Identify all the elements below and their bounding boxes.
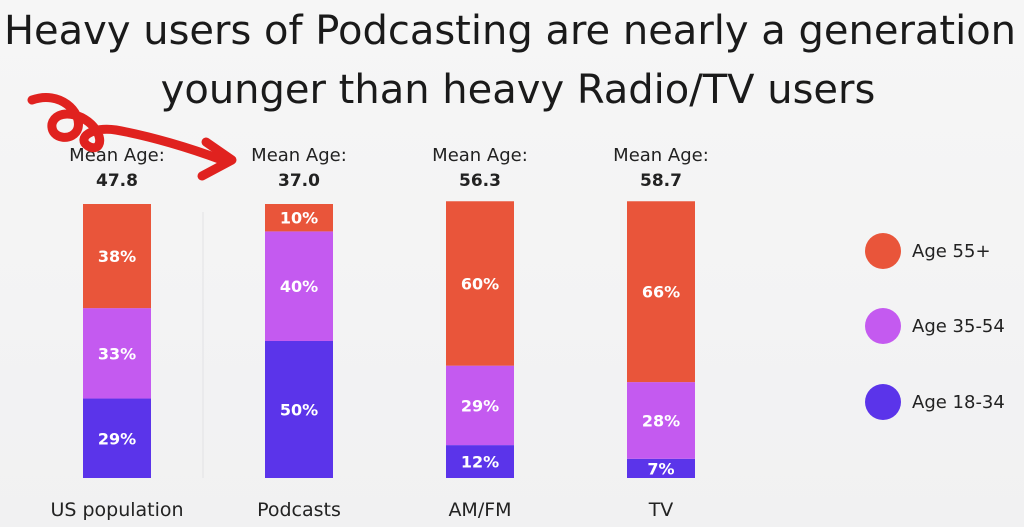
data-label-us-population-age-55: 38% xyxy=(98,247,136,266)
bar-segment-podcasts-age-35-54 xyxy=(265,231,333,341)
data-label-podcasts-age-35-54: 40% xyxy=(280,277,318,296)
bar-segment-podcasts-age-18-34 xyxy=(265,341,333,478)
category-label-podcasts: Podcasts xyxy=(257,499,341,521)
data-label-podcasts-age-18-34: 50% xyxy=(280,401,318,420)
legend-label-age-18-34: Age 18-34 xyxy=(912,392,1005,413)
legend-label-age-55: Age 55+ xyxy=(912,241,991,262)
data-label-tv-age-35-54: 28% xyxy=(642,411,680,430)
mean-age-label-us-population: Mean Age: xyxy=(69,145,165,166)
bar-segment-am-fm-age-55 xyxy=(446,201,514,366)
chart-title-line-2: younger than heavy Radio/TV users xyxy=(160,67,876,113)
bar-segment-us-population-age-18-34 xyxy=(83,398,151,478)
mean-age-value-podcasts: 37.0 xyxy=(278,171,320,191)
mean-age-value-tv: 58.7 xyxy=(640,171,682,191)
mean-age-label-podcasts: Mean Age: xyxy=(251,145,347,166)
data-label-us-population-age-35-54: 33% xyxy=(98,344,136,363)
bar-segment-us-population-age-35-54 xyxy=(83,308,151,399)
data-label-podcasts-age-55: 10% xyxy=(280,209,318,228)
legend-swatch-age-35-54 xyxy=(865,308,901,344)
bar-segment-am-fm-age-18-34 xyxy=(446,445,514,478)
data-label-am-fm-age-35-54: 29% xyxy=(461,396,499,415)
data-label-am-fm-age-55: 60% xyxy=(461,274,499,293)
category-label-am-fm: AM/FM xyxy=(448,499,511,521)
legend-label-age-35-54: Age 35-54 xyxy=(912,316,1005,337)
mean-age-label-tv: Mean Age: xyxy=(613,145,709,166)
bar-segment-tv-age-18-34 xyxy=(627,458,695,478)
data-label-tv-age-18-34: 7% xyxy=(647,459,674,478)
chart-title-line-1: Heavy users of Podcasting are nearly a g… xyxy=(3,8,1017,54)
data-label-am-fm-age-18-34: 12% xyxy=(461,453,499,472)
mean-age-label-am-fm: Mean Age: xyxy=(432,145,528,166)
bar-segment-tv-age-55 xyxy=(627,201,695,383)
mean-age-value-am-fm: 56.3 xyxy=(459,171,501,191)
bar-segment-tv-age-35-54 xyxy=(627,382,695,459)
legend-swatch-age-55 xyxy=(865,233,901,269)
mean-age-value-us-population: 47.8 xyxy=(96,171,138,191)
bar-segment-podcasts-age-55 xyxy=(265,204,333,232)
category-label-us-population: US population xyxy=(50,499,183,521)
legend-swatch-age-18-34 xyxy=(865,384,901,420)
data-label-tv-age-55: 66% xyxy=(642,283,680,302)
category-label-tv: TV xyxy=(648,499,674,521)
bar-segment-am-fm-age-35-54 xyxy=(446,365,514,446)
bar-segment-us-population-age-55 xyxy=(83,204,151,309)
data-label-us-population-age-18-34: 29% xyxy=(98,429,136,448)
